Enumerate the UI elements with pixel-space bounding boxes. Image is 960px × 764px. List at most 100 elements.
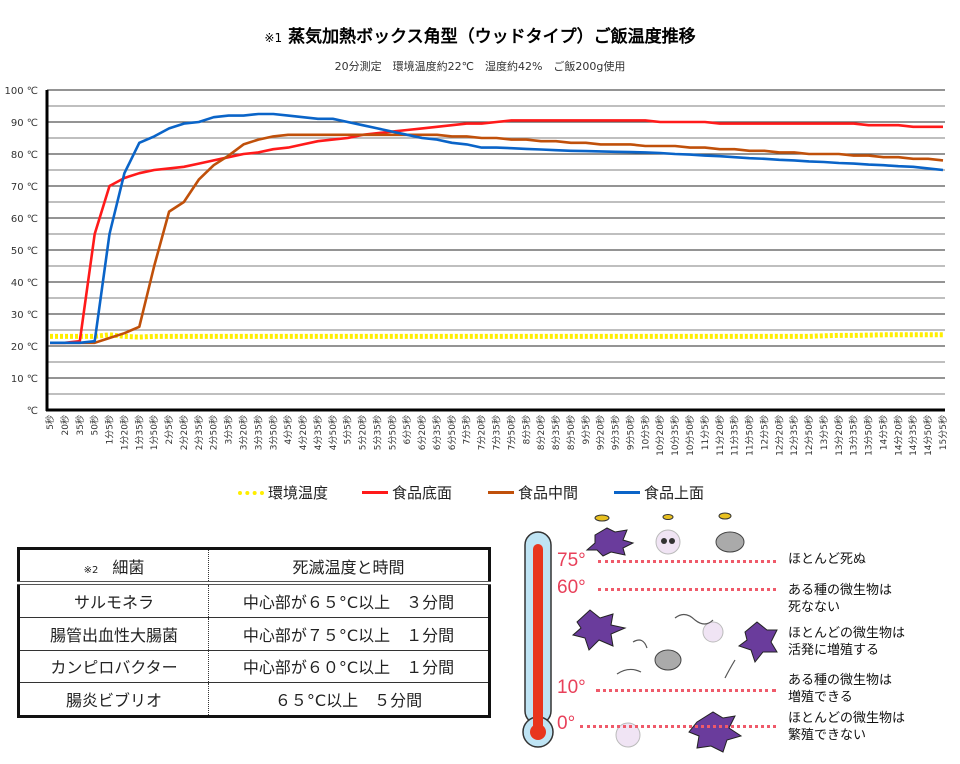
bacteria-table: ※2 細菌 死滅温度と時間 サルモネラ 中心部が６５°C以上 ３分間 腸管出血性大腸… [17,547,491,718]
legend-item-bottom: 食品底面 [362,482,452,503]
x-tick-label: 15分5秒 [937,415,949,450]
x-tick-label: 8分50秒 [565,415,577,450]
y-tick-label: 90 ℃ [11,118,38,129]
desc-line: 活発に増殖する [788,643,880,658]
x-tick-label: 14分20秒 [892,415,904,456]
legend-label: 食品底面 [392,484,453,502]
x-tick-label: 35秒 [74,415,86,435]
desc-line: 繁殖できない [788,728,867,743]
y-tick-label: 30 ℃ [11,310,38,321]
bacteria-name: 腸管出血性大腸菌 [18,617,209,651]
x-tick-label: 12分5秒 [758,415,770,450]
x-tick-label: 13分50秒 [863,415,875,456]
y-tick-label: 10 ℃ [11,374,38,385]
level-desc-75: ほとんど死ぬ [788,551,866,568]
x-tick-label: 10分35秒 [669,415,681,456]
chart-subtitle: 20分測定 環境温度約22℃ 湿度約42% ご飯200g使用 [334,60,626,73]
x-tick-label: 8分5秒 [520,415,532,444]
series-line-3 [50,133,944,345]
x-tick-label: 12分20秒 [773,415,785,456]
bacteria-name: サルモネラ [18,583,209,618]
level-desc-10: ある種の微生物は 増殖できる [788,672,892,706]
level-label-0: 0° [557,713,576,734]
x-tick-label: 7分50秒 [505,415,517,450]
temperature-chart: ℃ 10 ℃ 20 ℃ 30 ℃ 40 ℃ 50 ℃ 60 ℃ 70 ℃ 80 ℃ 90 ℃ 100… [5,86,950,456]
level-label-60: 60° [557,577,586,598]
level-line-75 [598,560,776,563]
table-row: カンピロバクター 中心部が６０°C以上 １分間 [18,650,490,684]
x-tick-label: 5分50秒 [386,415,398,450]
x-tick-label: 3分20秒 [237,415,249,450]
legend-item-ambient: 環境温度 [238,482,328,503]
y-tick-label: 20 ℃ [11,342,38,353]
squiggle-icon [616,613,736,679]
x-tick-label: 3分5秒 [223,415,235,444]
bacteria-name: 腸炎ビブリオ [18,682,209,717]
x-tick-label: 50秒 [89,415,101,435]
x-tick-label: 7分20秒 [476,415,488,450]
thermometer-mercury-bulb [530,724,546,740]
microbe-icon [585,514,635,557]
level-line-60 [598,588,776,591]
y-tick-label: 80 ℃ [11,150,38,161]
x-tick-label: 9分50秒 [624,415,636,450]
thermometer-illustration [522,512,778,753]
desc-line: ほとんどの微生物は [788,626,906,641]
x-tick-label: 6分20秒 [416,415,428,450]
desc-line: ある種の微生物は [788,583,893,598]
x-tick-label: 7分5秒 [461,415,473,444]
x-tick-label: 10分50秒 [684,415,696,456]
x-tick-label: 11分5秒 [699,415,711,450]
x-tick-label: 13分5秒 [818,415,830,450]
header-label: 細菌 [112,557,145,577]
level-desc-60: ある種の微生物は 死なない [788,582,892,616]
x-tick-label: 10分5秒 [639,415,651,450]
microbe-icon [702,621,724,643]
x-tick-label: 2分50秒 [208,415,220,450]
x-tick-label: 6分50秒 [446,415,458,450]
level-line-0 [580,725,776,728]
x-tick-label: 11分20秒 [714,415,726,456]
level-label-10: 10° [557,677,586,698]
legend-item-top: 食品上面 [614,482,704,503]
x-tick-label: 1分20秒 [118,415,130,450]
legend-swatch [238,490,264,495]
y-tick-label: 60 ℃ [11,214,38,225]
series-line-4 [50,112,944,345]
x-tick-label: 14分50秒 [922,415,934,456]
desc-line: ほとんどの微生物は [788,711,906,726]
x-tick-label: 3分35秒 [252,415,264,450]
microbe-icon [655,514,681,555]
thermometer-mercury [533,544,543,732]
microbe-icon [737,621,778,664]
legend-label: 食品中間 [518,484,579,502]
bacteria-name: カンピロバクター [18,650,209,684]
chart-title: ※1 蒸気加熱ボックス角型（ウッドタイプ）ご飯温度推移 [0,22,960,47]
x-tick-label: 13分35秒 [848,415,860,456]
x-tick-label: 1分50秒 [148,415,160,450]
y-tick-label: 50 ℃ [11,246,38,257]
x-tick-label: 13分20秒 [833,415,845,456]
series-line-2 [50,119,943,345]
x-tick-label: 5分20秒 [357,415,369,450]
x-tick-label: 4分50秒 [327,415,339,450]
series-line-1 [50,332,943,340]
desc-line: 死なない [788,600,841,615]
table-note: ※2 [83,564,99,576]
desc-line: ほとんど死ぬ [788,552,867,567]
legend-swatch [488,491,514,494]
x-tick-label: 14分35秒 [907,415,919,456]
level-line-10 [596,689,776,692]
title-mark: ※1 [264,31,283,45]
level-desc-growth: ほとんどの微生物は 活発に増殖する [788,625,905,659]
x-tick-label: 9分35秒 [610,415,622,450]
table-row: 腸炎ビブリオ ６５°C以上 ５分間 [18,682,490,717]
title-text: 蒸気加熱ボックス角型（ウッドタイプ）ご飯温度推移 [288,27,696,47]
kill-condition: 中心部が６５°C以上 ３分間 [208,583,490,618]
x-tick-label: 1分35秒 [133,415,145,450]
legend-label: 食品上面 [644,484,705,502]
x-tick-label: 6分5秒 [401,415,413,444]
legend-label: 環境温度 [268,484,329,502]
microbe-icon [571,609,627,651]
x-tick-label: 4分5秒 [282,415,294,444]
